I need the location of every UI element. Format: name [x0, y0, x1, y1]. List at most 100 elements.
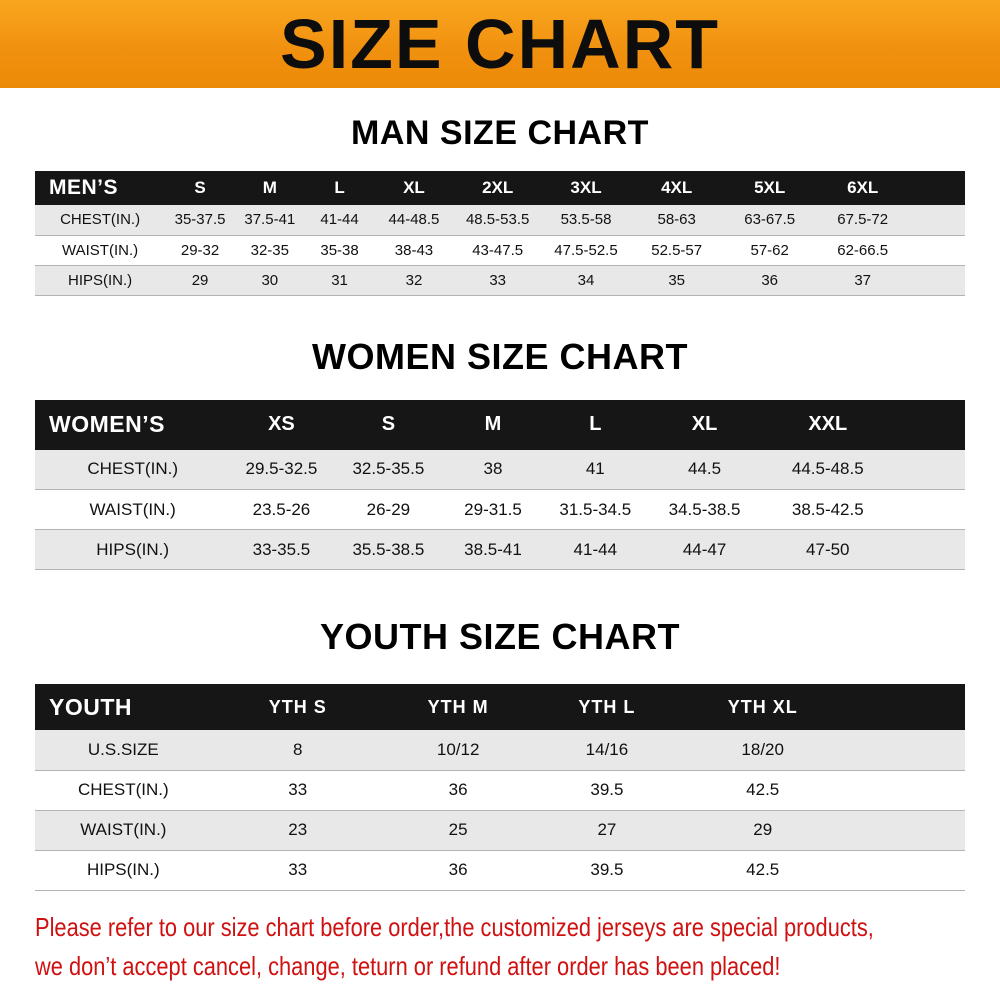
- measurement-label: HIPS(IN.): [68, 271, 133, 289]
- measurement-label: CHEST(IN.): [60, 211, 141, 229]
- measurement-row: WAIST(IN.) 23.5-26 26-29 29-31.5 31.5-34.5 34…: [35, 489, 965, 530]
- spacer-cell: [844, 730, 965, 770]
- spacer-cell: [844, 810, 965, 850]
- size-value-cell: 47.5-52.5: [554, 241, 618, 259]
- size-value-cell: 23: [288, 820, 308, 839]
- measurement-row: HIPS(IN.) 33 36 39.5 42.5: [35, 850, 965, 890]
- spacer-cell: [909, 171, 965, 205]
- size-column-header: XS: [268, 413, 295, 435]
- size-value-cell: 35: [668, 271, 686, 289]
- notice-line-1: Please refer to our size chart before or…: [35, 911, 874, 942]
- size-value-cell: 23.5-26: [252, 499, 311, 519]
- size-value-cell: 35.5-38.5: [352, 539, 425, 559]
- youth-table-corner-label: YOUTH: [49, 693, 132, 720]
- size-value-cell: 36: [761, 271, 779, 289]
- size-column-header: YTH XL: [727, 696, 798, 717]
- size-value-cell: 8: [292, 739, 303, 759]
- size-value-cell: 38-43: [394, 241, 434, 259]
- size-sections: MAN SIZE CHART MEN’S S M L XL 2XL 3XL 4XL 5XL 6XL C…: [0, 114, 1000, 891]
- size-column-header: YTH S: [268, 696, 327, 717]
- size-column-header: S: [381, 413, 396, 435]
- size-value-cell: 38.5-42.5: [791, 499, 864, 519]
- measurement-row: HIPS(IN.) 33-35.5 35.5-38.5 38.5-41 41-44 44-…: [35, 529, 965, 570]
- spacer-cell: [895, 490, 965, 530]
- size-value-cell: 33: [288, 860, 308, 879]
- size-value-cell: 29-32: [180, 241, 220, 259]
- size-value-cell: 57-62: [750, 241, 789, 259]
- measurement-row: WAIST(IN.) 29-32 32-35 35-38 38-43 43-47.5 47.…: [35, 235, 965, 265]
- womens-table-corner-label: WOMEN’S: [49, 411, 165, 437]
- size-value-cell: 62-66.5: [837, 241, 889, 259]
- size-value-cell: 37: [854, 271, 872, 289]
- spacer-cell: [844, 684, 965, 730]
- size-value-cell: 37.5-41: [244, 211, 296, 229]
- size-value-cell: 29-31.5: [464, 499, 522, 519]
- size-chart-banner: SIZE CHART: [0, 0, 1000, 88]
- notice-line-2: we don’t accept cancel, change, teturn o…: [35, 951, 781, 981]
- size-value-cell: 38: [483, 459, 503, 479]
- measurement-row: CHEST(IN.) 35-37.5 37.5-41 41-44 44-48.5 48.5…: [35, 205, 965, 235]
- youth-chart-heading: YOUTH SIZE CHART: [319, 616, 680, 657]
- size-column-header: YTH L: [578, 696, 636, 717]
- size-value-cell: 31.5-34.5: [559, 499, 632, 519]
- measurement-label: WAIST(IN.): [62, 241, 139, 259]
- header-row: YOUTH YTH S YTH M YTH L YTH XL: [35, 684, 965, 730]
- measurement-label: HIPS(IN.): [86, 860, 160, 879]
- size-column-header: M: [484, 413, 502, 435]
- spacer-cell: [895, 530, 965, 570]
- size-value-cell: 41: [585, 459, 605, 479]
- size-value-cell: 25: [448, 820, 468, 839]
- size-value-cell: 42.5: [746, 780, 780, 799]
- size-value-cell: 38.5-41: [464, 539, 522, 559]
- spacer-cell: [909, 205, 965, 235]
- size-value-cell: 30: [261, 271, 279, 289]
- size-value-cell: 44-48.5: [388, 211, 440, 229]
- size-value-cell: 10/12: [436, 739, 480, 759]
- spacer-cell: [844, 770, 965, 810]
- womens-size-table: WOMEN’S XS S M L XL XXL CHEST(IN.) 29.5-32.5 32.5…: [35, 399, 965, 571]
- size-value-cell: 53.5-58: [560, 211, 612, 229]
- size-column-header: 4XL: [661, 178, 693, 197]
- spacer-cell: [895, 400, 965, 450]
- size-value-cell: 48.5-53.5: [465, 211, 530, 229]
- size-value-cell: 32-35: [250, 241, 289, 259]
- mens-chart-heading: MAN SIZE CHART: [351, 114, 649, 152]
- measurement-label: CHEST(IN.): [87, 459, 178, 479]
- size-column-header: XL: [691, 413, 718, 435]
- size-value-cell: 42.5: [746, 860, 780, 879]
- size-column-header: L: [334, 178, 345, 197]
- size-value-cell: 32: [405, 271, 423, 289]
- measurement-label: U.S.SIZE: [87, 739, 159, 759]
- size-value-cell: 33: [489, 271, 506, 289]
- size-value-cell: 44.5: [688, 459, 722, 479]
- order-notice: Please refer to our size chart before or…: [35, 911, 1000, 983]
- size-value-cell: 41-44: [573, 539, 618, 559]
- size-value-cell: 35-38: [320, 241, 359, 259]
- size-value-cell: 34.5-38.5: [668, 499, 741, 519]
- size-value-cell: 27: [597, 820, 617, 839]
- size-value-cell: 14/16: [585, 739, 629, 759]
- size-value-cell: 43-47.5: [472, 241, 524, 259]
- spacer-cell: [909, 235, 965, 265]
- size-value-cell: 58-63: [657, 211, 696, 229]
- mens-size-chart-section: MAN SIZE CHART MEN’S S M L XL 2XL 3XL 4XL 5XL 6XL C…: [0, 114, 1000, 296]
- measurement-label: WAIST(IN.): [89, 499, 176, 519]
- size-value-cell: 33: [288, 780, 308, 799]
- size-value-cell: 34: [577, 271, 595, 289]
- size-value-cell: 26-29: [366, 499, 411, 519]
- measurement-row: CHEST(IN.) 29.5-32.5 32.5-35.5 38 41 44.5 44.5…: [35, 449, 965, 490]
- size-column-header: 6XL: [847, 178, 879, 197]
- size-column-header: S: [194, 178, 206, 197]
- size-value-cell: 67.5-72: [837, 211, 889, 229]
- measurement-row: CHEST(IN.) 33 36 39.5 42.5: [35, 770, 965, 810]
- spacer-cell: [895, 450, 965, 490]
- size-value-cell: 63-67.5: [744, 211, 796, 229]
- spacer-cell: [909, 265, 965, 295]
- measurement-row: U.S.SIZE 8 10/12 14/16 18/20: [35, 730, 965, 770]
- size-column-header: XL: [403, 178, 425, 197]
- youth-size-table: YOUTH YTH S YTH M YTH L YTH XL U.S.SIZE 8 10/12…: [35, 684, 965, 891]
- size-column-header: YTH M: [427, 696, 489, 717]
- size-column-header: 5XL: [754, 178, 786, 197]
- size-value-cell: 33-35.5: [252, 539, 311, 559]
